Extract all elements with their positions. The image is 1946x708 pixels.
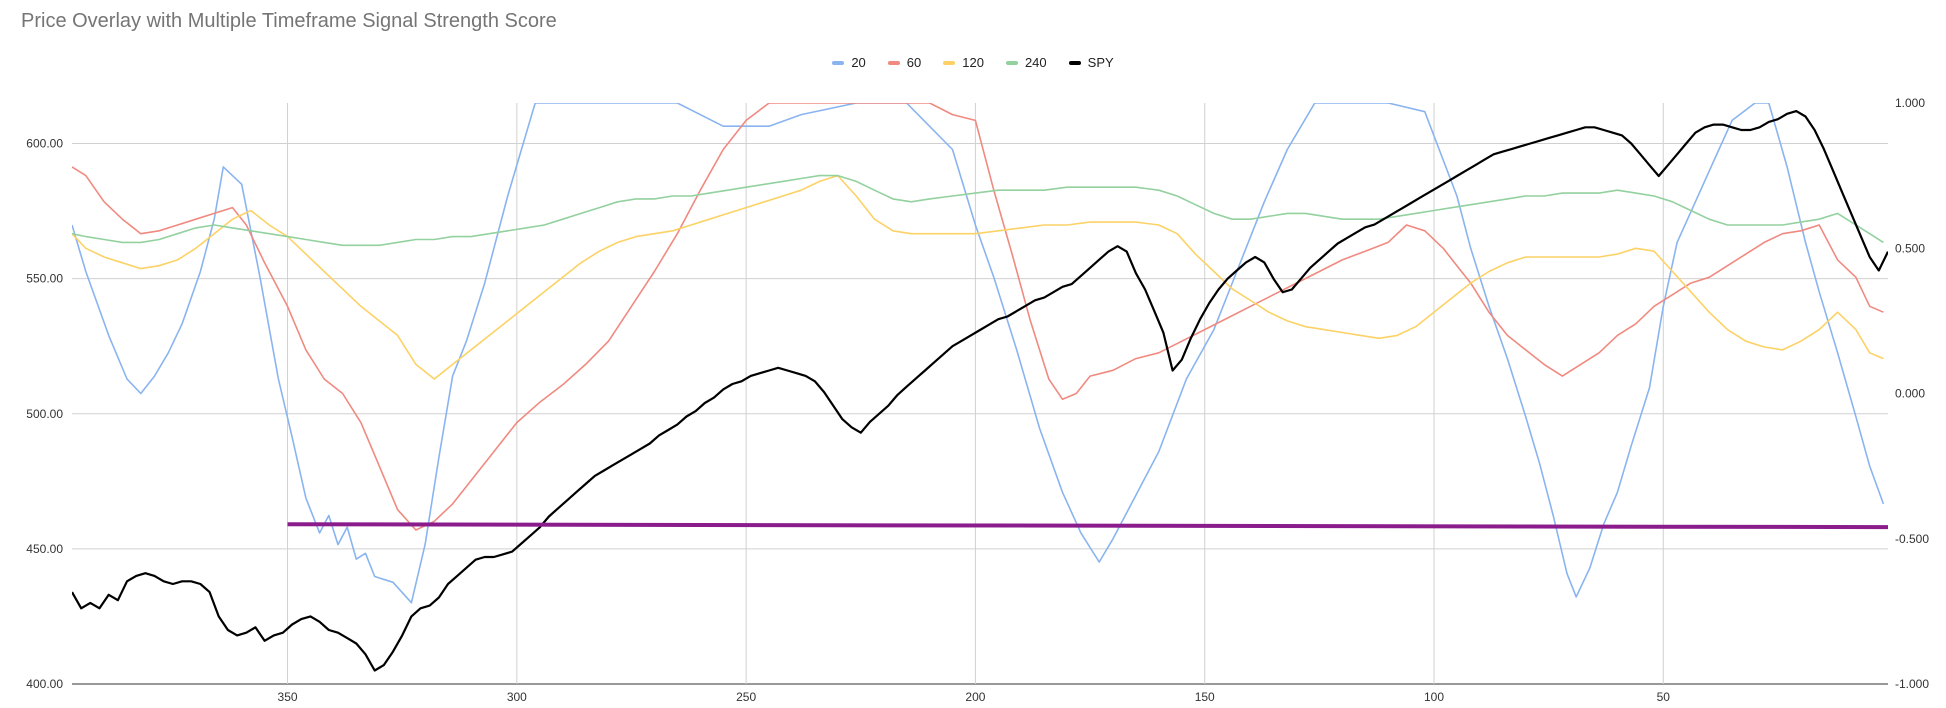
series-line-60 bbox=[72, 103, 1884, 531]
x-tick-label: 350 bbox=[278, 690, 298, 704]
legend-swatch bbox=[1005, 60, 1018, 65]
legend-label: SPY bbox=[1087, 55, 1114, 70]
chart-legend: 20 60 120 240 SPY bbox=[0, 55, 1946, 70]
y-left-tick-label: 450.00 bbox=[26, 542, 63, 556]
legend-item-240: 240 bbox=[1005, 55, 1047, 70]
y-right-tick-label: -1.000 bbox=[1895, 677, 1929, 691]
y-left-tick-label: 550.00 bbox=[26, 272, 63, 286]
y-right-tick-label: 0.500 bbox=[1895, 241, 1925, 255]
y-left-tick-label: 600.00 bbox=[26, 137, 63, 151]
chart-title: Price Overlay with Multiple Timeframe Si… bbox=[21, 10, 557, 32]
legend-label: 20 bbox=[851, 55, 866, 70]
x-tick-label: 50 bbox=[1657, 690, 1671, 704]
legend-swatch bbox=[887, 60, 900, 65]
series-line-20 bbox=[72, 103, 1885, 604]
legend-label: 120 bbox=[962, 55, 984, 70]
legend-item-spy: SPY bbox=[1068, 55, 1114, 70]
reference-line bbox=[287, 522, 1889, 530]
y-right-tick-label: 0.000 bbox=[1895, 387, 1925, 401]
x-tick-label: 300 bbox=[507, 690, 527, 704]
y-right-tick-label: 1.000 bbox=[1895, 96, 1925, 110]
legend-swatch bbox=[832, 60, 845, 65]
legend-swatch bbox=[943, 60, 956, 65]
series-line-spy bbox=[72, 109, 1888, 672]
legend-label: 60 bbox=[906, 55, 922, 70]
y-right-tick-label: -0.500 bbox=[1895, 532, 1929, 546]
y-left-tick-label: 500.00 bbox=[26, 407, 63, 421]
series-line-240 bbox=[72, 174, 1884, 247]
x-tick-label: 150 bbox=[1195, 690, 1215, 704]
x-tick-label: 250 bbox=[736, 690, 756, 704]
x-tick-label: 200 bbox=[965, 690, 985, 704]
y-left-tick-label: 400.00 bbox=[26, 677, 63, 691]
legend-label: 240 bbox=[1024, 55, 1047, 70]
x-tick-label: 100 bbox=[1424, 690, 1444, 704]
legend-item-20: 20 bbox=[832, 55, 866, 70]
legend-item-60: 60 bbox=[887, 55, 922, 70]
series-line-120 bbox=[72, 174, 1884, 380]
legend-item-120: 120 bbox=[943, 55, 984, 70]
legend-swatch bbox=[1068, 60, 1081, 65]
